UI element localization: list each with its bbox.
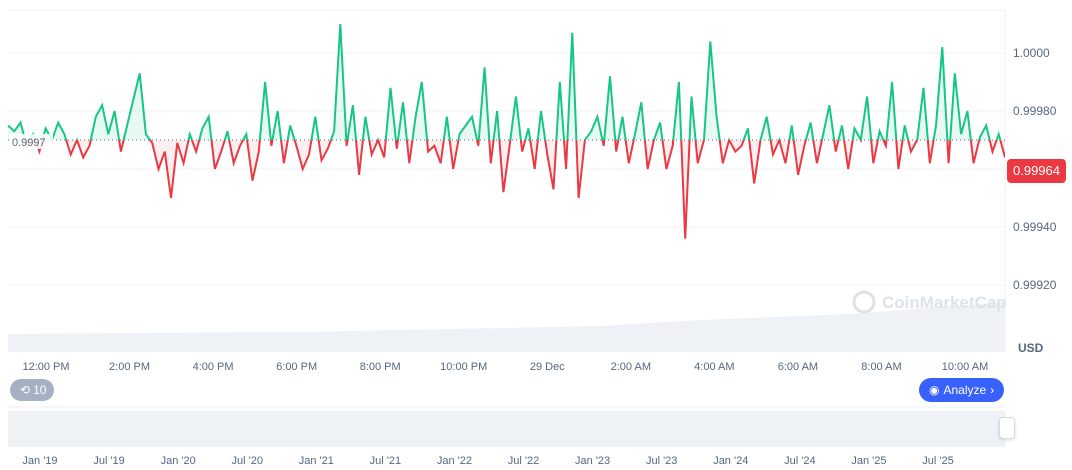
navigator-tick-label: Jul '23 bbox=[646, 455, 677, 467]
y-tick-label: 0.99980 bbox=[1013, 104, 1057, 118]
x-tick-label: 2:00 AM bbox=[611, 361, 651, 373]
navigator-tick-label: Jul '25 bbox=[922, 455, 953, 467]
navigator-tick-label: Jan '21 bbox=[299, 455, 334, 467]
navigator-handle[interactable] bbox=[999, 417, 1015, 439]
x-tick-label: 6:00 PM bbox=[276, 361, 317, 373]
navigator-tick-label: Jan '25 bbox=[851, 455, 886, 467]
navigator-tick-label: Jan '24 bbox=[713, 455, 748, 467]
navigator-tick-label: Jul '22 bbox=[508, 455, 539, 467]
watermark-text: CoinMarketCap bbox=[882, 293, 1007, 312]
analyze-button[interactable]: ◉ Analyze › bbox=[919, 378, 1005, 402]
x-tick-label: 4:00 AM bbox=[694, 361, 734, 373]
x-tick-label: 2:00 PM bbox=[109, 361, 150, 373]
navigator-tick-label: Jul '19 bbox=[93, 455, 124, 467]
currency-label: USD bbox=[1018, 341, 1044, 355]
y-tick-label: 0.99940 bbox=[1013, 220, 1057, 234]
chevron-right-icon: › bbox=[990, 383, 995, 397]
watermark: CoinMarketCap bbox=[852, 290, 1007, 314]
history-button[interactable]: ⟲ 10 bbox=[10, 379, 55, 401]
x-tick-label: 29 Dec bbox=[530, 361, 565, 373]
current-price-tag: 0.99964 bbox=[1007, 159, 1066, 183]
analyze-label: Analyze bbox=[943, 383, 987, 397]
navigator-tick-label: Jul '24 bbox=[784, 455, 815, 467]
x-tick-label: 4:00 PM bbox=[193, 361, 234, 373]
navigator-tick-label: Jan '22 bbox=[437, 455, 472, 467]
navigator-tick-label: Jul '21 bbox=[370, 455, 401, 467]
area-below-reference bbox=[8, 140, 1005, 239]
history-count: 10 bbox=[33, 383, 47, 397]
history-icon: ⟲ bbox=[20, 383, 31, 397]
x-tick-label: 10:00 AM bbox=[942, 361, 988, 373]
y-tick-label: 0.99920 bbox=[1013, 278, 1057, 292]
y-tick-label: 1.0000 bbox=[1013, 46, 1050, 60]
navigator-tick-label: Jan '19 bbox=[22, 455, 57, 467]
navigator-tick-label: Jan '23 bbox=[575, 455, 610, 467]
navigator-range[interactable] bbox=[8, 411, 1005, 447]
x-tick-label: 6:00 AM bbox=[778, 361, 818, 373]
analyze-icon: ◉ bbox=[929, 383, 940, 397]
navigator-tick-label: Jan '20 bbox=[161, 455, 196, 467]
x-tick-label: 12:00 PM bbox=[22, 361, 69, 373]
x-tick-label: 8:00 AM bbox=[861, 361, 901, 373]
price-line-up bbox=[7, 23, 1002, 140]
volume-area bbox=[8, 302, 1005, 352]
price-line-down bbox=[24, 140, 1005, 239]
volume-bars bbox=[8, 302, 1005, 352]
navigator-tick-label: Jul '20 bbox=[232, 455, 263, 467]
x-tick-label: 8:00 PM bbox=[360, 361, 401, 373]
x-tick-label: 10:00 PM bbox=[440, 361, 487, 373]
reference-label: 0.9997 bbox=[12, 137, 46, 149]
